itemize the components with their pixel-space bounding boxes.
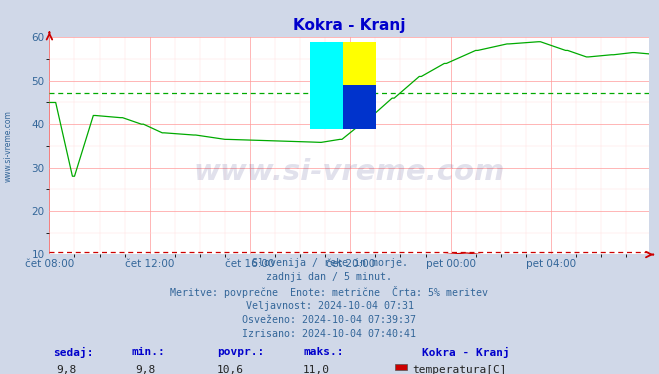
Text: 9,8: 9,8 bbox=[56, 365, 76, 374]
Text: Veljavnost: 2024-10-04 07:31: Veljavnost: 2024-10-04 07:31 bbox=[246, 301, 413, 311]
Text: temperatura[C]: temperatura[C] bbox=[413, 365, 507, 374]
Text: www.si-vreme.com: www.si-vreme.com bbox=[3, 110, 13, 182]
Text: min.:: min.: bbox=[132, 347, 165, 357]
Text: www.si-vreme.com: www.si-vreme.com bbox=[194, 158, 505, 186]
Text: 11,0: 11,0 bbox=[303, 365, 330, 374]
Text: Meritve: povprečne  Enote: metrične  Črta: 5% meritev: Meritve: povprečne Enote: metrične Črta:… bbox=[171, 286, 488, 298]
Bar bbox=[343, 85, 376, 129]
Text: 9,8: 9,8 bbox=[135, 365, 155, 374]
Text: sedaj:: sedaj: bbox=[53, 347, 93, 358]
Text: zadnji dan / 5 minut.: zadnji dan / 5 minut. bbox=[266, 272, 393, 282]
Text: Osveženo: 2024-10-04 07:39:37: Osveženo: 2024-10-04 07:39:37 bbox=[243, 315, 416, 325]
Title: Kokra - Kranj: Kokra - Kranj bbox=[293, 18, 405, 33]
Bar bbox=[310, 42, 343, 129]
Text: Kokra - Kranj: Kokra - Kranj bbox=[422, 347, 509, 358]
Text: Slovenija / reke in morje.: Slovenija / reke in morje. bbox=[252, 258, 407, 268]
Text: 10,6: 10,6 bbox=[217, 365, 244, 374]
Bar bbox=[343, 42, 376, 85]
Polygon shape bbox=[343, 85, 376, 129]
Polygon shape bbox=[310, 42, 343, 85]
Text: Izrisano: 2024-10-04 07:40:41: Izrisano: 2024-10-04 07:40:41 bbox=[243, 329, 416, 339]
Text: povpr.:: povpr.: bbox=[217, 347, 265, 357]
Text: maks.:: maks.: bbox=[303, 347, 343, 357]
